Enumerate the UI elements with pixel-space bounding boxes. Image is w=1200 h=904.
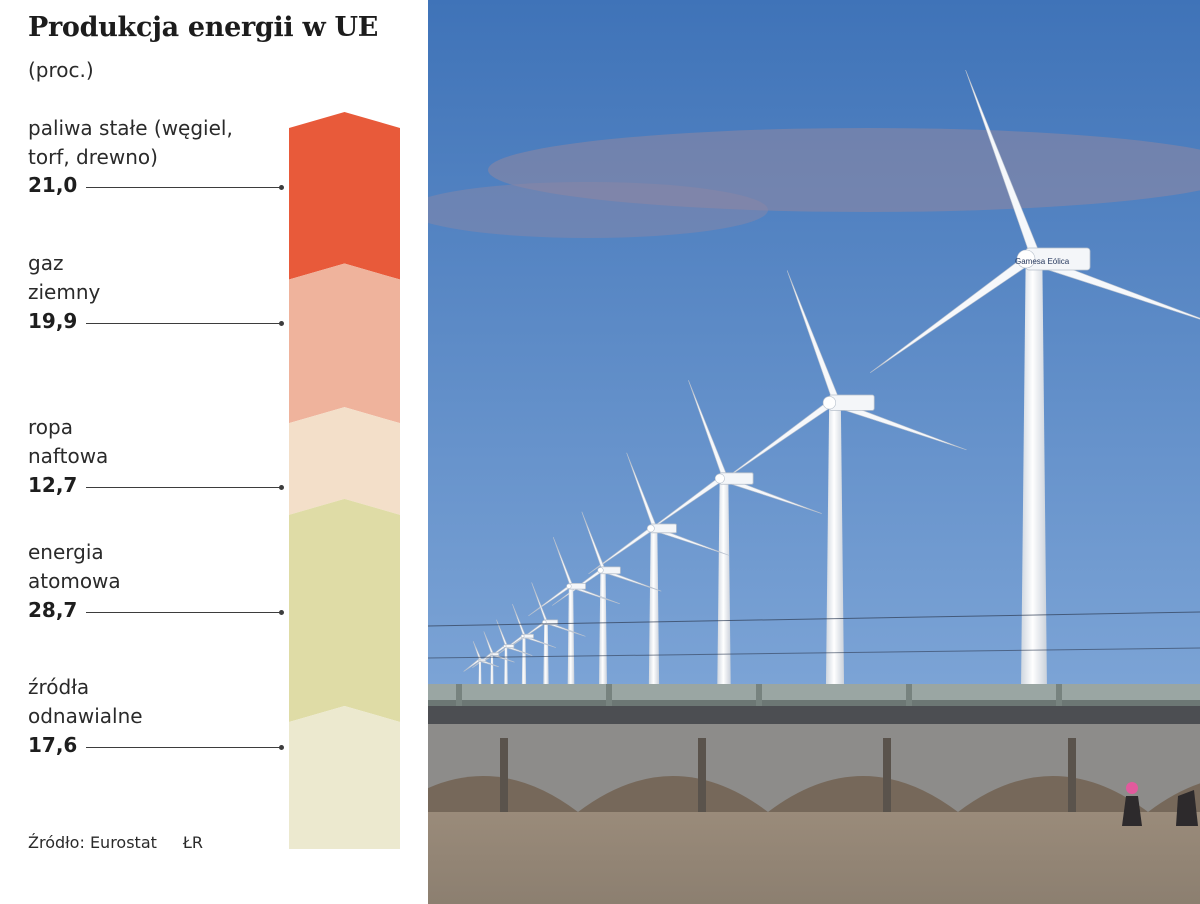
leader-line-5 bbox=[86, 747, 280, 748]
turbine-tower-8 bbox=[521, 636, 527, 690]
turbine-tower-3 bbox=[717, 478, 731, 690]
cloud-band bbox=[488, 128, 1200, 212]
value-label-2: 19,9 bbox=[28, 309, 78, 333]
leader-dot-1 bbox=[279, 185, 284, 190]
category-label-2: gaz ziemny bbox=[28, 251, 101, 304]
bar-segment-1 bbox=[289, 112, 400, 280]
fence-post-4 bbox=[1068, 738, 1076, 828]
worker-body bbox=[1122, 796, 1142, 826]
guardrail-post bbox=[906, 684, 912, 720]
turbine-hub-9 bbox=[503, 644, 507, 648]
turbine-tower-2 bbox=[825, 402, 845, 690]
fence-post-2 bbox=[698, 738, 706, 828]
leader-line-1 bbox=[86, 187, 280, 188]
fence-post-1 bbox=[500, 738, 508, 828]
road-edge bbox=[428, 706, 1200, 724]
cloud-band-left bbox=[428, 182, 768, 238]
turbine-tower-11 bbox=[478, 660, 482, 690]
leader-line-3 bbox=[86, 487, 280, 488]
turbine-hub-5 bbox=[597, 567, 604, 574]
turbine-hub-3 bbox=[714, 473, 725, 484]
turbine-tower-5 bbox=[598, 570, 608, 690]
leader-dot-4 bbox=[279, 610, 284, 615]
turbine-hub-6 bbox=[566, 583, 572, 589]
turbine-tower-4 bbox=[648, 528, 660, 690]
guardrail-shadow bbox=[428, 700, 1200, 706]
fence-post-3 bbox=[883, 738, 891, 828]
turbine-tower-10 bbox=[490, 654, 494, 690]
chart-title: Produkcja energii w UE bbox=[28, 12, 379, 43]
embankment-arch bbox=[578, 776, 768, 812]
ground bbox=[428, 812, 1200, 904]
chart-panel: Produkcja energii w UE (proc.) paliwa st… bbox=[0, 0, 428, 904]
guardrail-post bbox=[606, 684, 612, 720]
turbine-hub-8 bbox=[520, 634, 525, 638]
leader-dot-3 bbox=[279, 485, 284, 490]
embankment-arch bbox=[958, 776, 1148, 812]
value-label-3: 12,7 bbox=[28, 473, 78, 497]
value-label-5: 17,6 bbox=[28, 733, 78, 757]
stacked-bar bbox=[289, 112, 400, 849]
chart-unit: (proc.) bbox=[28, 58, 94, 82]
leader-dot-2 bbox=[279, 321, 284, 326]
value-label-4: 28,7 bbox=[28, 598, 78, 622]
turbine-hub-4 bbox=[646, 524, 655, 533]
category-label-1: paliwa stałe (węgiel, torf, drewno) bbox=[28, 116, 233, 169]
category-label-4: energia atomowa bbox=[28, 540, 121, 593]
wind-farm-photo: Gamesa Eólica bbox=[428, 0, 1200, 904]
author-credit: ŁR bbox=[182, 833, 204, 852]
bar-segment-2 bbox=[289, 263, 400, 424]
category-label-3: ropa naftowa bbox=[28, 415, 109, 468]
turbine-hub-11 bbox=[477, 658, 481, 662]
power-line-2 bbox=[428, 647, 1200, 659]
bar-segment-5 bbox=[289, 705, 400, 849]
turbine-nacelle-3 bbox=[719, 472, 754, 485]
value-label-1: 21,0 bbox=[28, 173, 78, 197]
bar-segment-3 bbox=[289, 407, 400, 515]
leader-line-4 bbox=[86, 612, 280, 613]
worker-head bbox=[1126, 782, 1138, 794]
turbine-hub-10 bbox=[489, 652, 493, 656]
leader-dot-5 bbox=[279, 745, 284, 750]
turbine-hub-2 bbox=[822, 396, 837, 410]
embankment-arch bbox=[768, 776, 958, 812]
bar-segment-4 bbox=[289, 498, 400, 722]
guardrail-post bbox=[756, 684, 762, 720]
turbine-tower-6 bbox=[567, 586, 575, 690]
source-text: Źródło: Eurostat bbox=[28, 833, 157, 852]
category-label-5: źródła odnawialne bbox=[28, 675, 143, 728]
power-line-1 bbox=[428, 611, 1200, 627]
turbine-nacelle-2 bbox=[828, 394, 875, 411]
guardrail-post bbox=[456, 684, 462, 720]
nacelle-text: Gamesa Eólica bbox=[1015, 257, 1070, 266]
turbine-tower-1 bbox=[1021, 258, 1047, 690]
guardrail bbox=[428, 684, 1200, 702]
source-note: Źródło: Eurostat ŁR bbox=[28, 833, 203, 852]
worker-2 bbox=[1176, 790, 1198, 826]
leader-line-2 bbox=[86, 323, 280, 324]
turbine-hub-1 bbox=[1016, 249, 1036, 269]
guardrail-post bbox=[1056, 684, 1062, 720]
